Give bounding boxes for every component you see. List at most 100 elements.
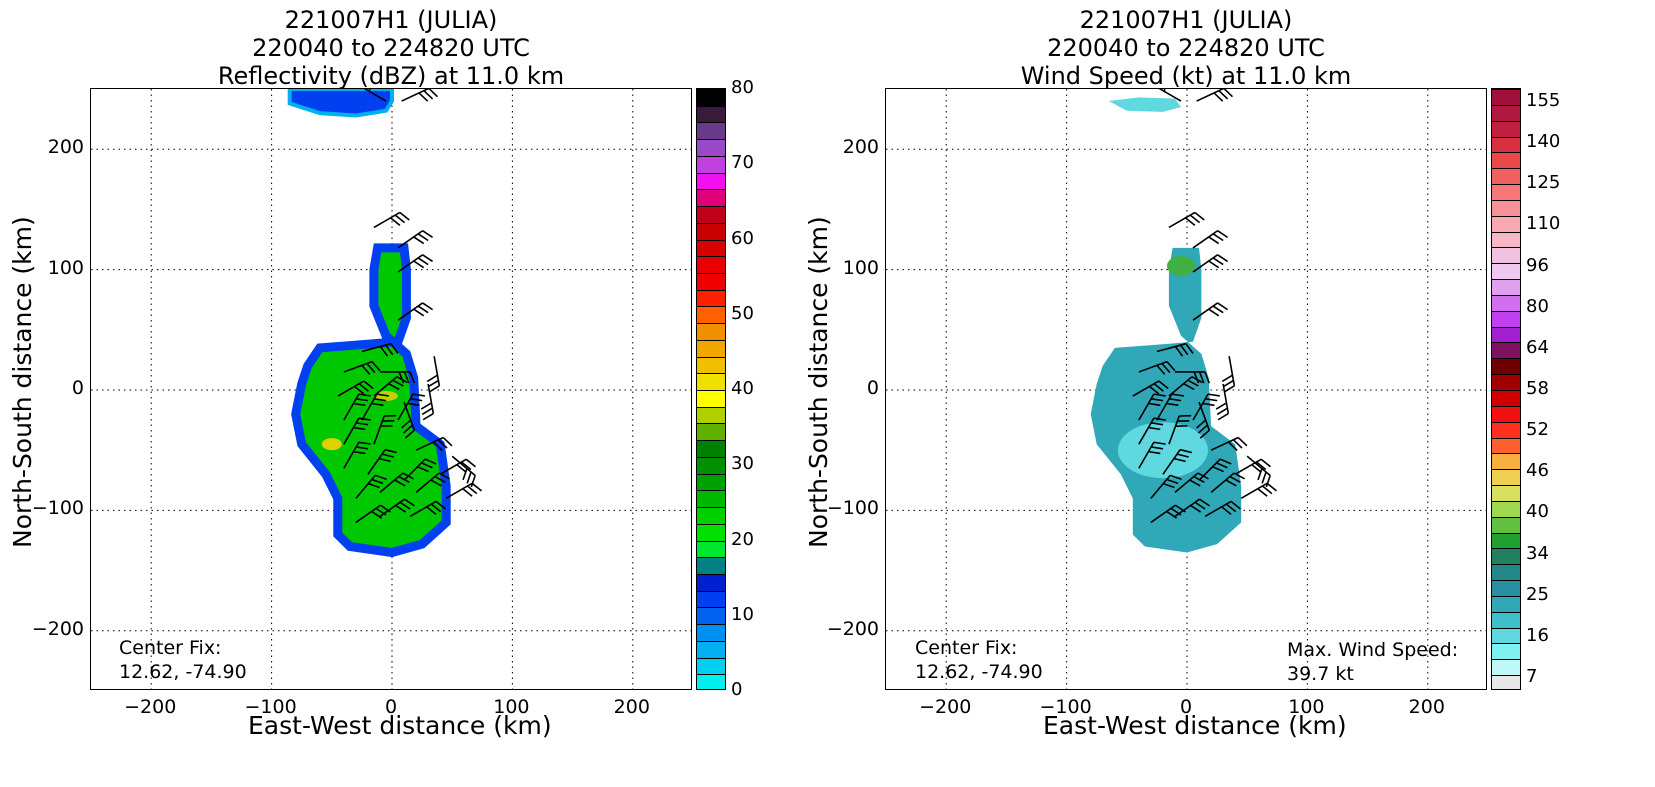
- wind-barb: [373, 376, 408, 397]
- wind-barb: [379, 371, 416, 384]
- colorbar-segment: [1492, 421, 1520, 439]
- colorbar-tick-label: 20: [731, 528, 754, 550]
- colorbar-segment: [697, 523, 725, 542]
- wind-barb: [373, 414, 397, 445]
- y-axis-label: North-South distance (km): [804, 216, 833, 548]
- colorbar-segment: [1492, 310, 1520, 328]
- colorbar-segment: [1492, 279, 1520, 296]
- colorbar-segment: [697, 440, 725, 458]
- wind-region-north: [1108, 97, 1181, 112]
- wind-barb: [409, 500, 446, 518]
- wind-speed-title: 221007H1 (JULIA) 220040 to 224820 UTC Wi…: [885, 6, 1487, 90]
- wind-barb: [1198, 458, 1232, 481]
- x-tick-label: 0: [1179, 696, 1193, 718]
- wind-barb: [1192, 393, 1221, 421]
- wind-barb: [426, 356, 441, 393]
- x-tick-label: 200: [1408, 696, 1445, 718]
- x-tick-label: −200: [124, 696, 177, 718]
- wind-barb: [361, 342, 399, 357]
- colorbar-segment: [1492, 247, 1520, 265]
- colorbar-segment: [1492, 611, 1520, 629]
- colorbar-tick-label: 125: [1526, 172, 1561, 194]
- wind-speed-plot-area: [885, 88, 1487, 690]
- wind-barb: [1138, 441, 1166, 469]
- wind-barb: [1204, 500, 1241, 518]
- colorbar-segment: [697, 540, 725, 559]
- colorbar-segment: [1492, 659, 1520, 677]
- colorbar-segment: [697, 323, 725, 341]
- colorbar-segment: [697, 674, 725, 689]
- wind-barb: [1168, 414, 1192, 445]
- colorbar-segment: [697, 189, 725, 208]
- colorbar-tick-label: 80: [731, 77, 754, 98]
- colorbar-tick-label: 25: [1526, 583, 1549, 605]
- max-wind-value: 39.7 kt: [1287, 663, 1354, 685]
- colorbar-segment: [1492, 453, 1520, 471]
- colorbar-segment: [697, 206, 725, 224]
- colorbar-tick-label: 96: [1526, 254, 1549, 276]
- reflectivity-plot-area: [90, 88, 692, 690]
- colorbar-segment: [1492, 390, 1520, 407]
- colorbar-tick-label: 140: [1526, 131, 1561, 153]
- colorbar-tick-label: 60: [731, 227, 754, 249]
- center-fix-annotation: Center Fix: 12.62, -74.90: [119, 636, 247, 684]
- y-tick-label: −100: [826, 497, 879, 520]
- wind-barb: [445, 482, 483, 500]
- colorbar-segment: [1492, 374, 1520, 391]
- wind-barb: [397, 230, 434, 249]
- colorbar-segment: [1492, 405, 1520, 423]
- wind-barb: [1150, 474, 1182, 499]
- x-tick-label: 200: [613, 696, 650, 718]
- wind-barb: [1192, 254, 1229, 273]
- colorbar-segment: [1492, 152, 1520, 170]
- colorbar-segment: [697, 373, 725, 391]
- colorbar-segment: [697, 356, 725, 375]
- wind-barb: [1221, 356, 1236, 393]
- colorbar-segment: [1492, 215, 1520, 233]
- colorbar-tick-label: 52: [1526, 419, 1549, 441]
- wind-barb: [401, 89, 439, 102]
- wind-barb: [379, 472, 414, 493]
- colorbar-segment: [697, 456, 725, 475]
- title-line-1: 221007H1 (JULIA): [284, 6, 498, 34]
- colorbar-segment: [1492, 675, 1520, 689]
- colorbar-segment: [697, 390, 725, 408]
- wind-region-main: [1090, 247, 1242, 553]
- colorbar-segment: [697, 640, 725, 659]
- wind-barb: [1210, 472, 1245, 493]
- wind-barb: [1240, 482, 1278, 500]
- colorbar-segment: [697, 105, 725, 124]
- title-line-3: Reflectivity (dBZ) at 11.0 km: [217, 62, 565, 90]
- wind-barb: [439, 458, 476, 475]
- y-tick-label: 100: [842, 256, 879, 279]
- wind-barb: [337, 380, 374, 397]
- wind-barb: [1196, 89, 1234, 102]
- wind-barb: [1174, 472, 1209, 493]
- wind-barb: [397, 302, 434, 321]
- wind-barb: [343, 360, 381, 375]
- wind-barb: [1210, 436, 1248, 451]
- plot-svg: [886, 89, 1486, 689]
- colorbar-segment: [697, 657, 725, 676]
- colorbar-segment: [697, 423, 725, 442]
- wind-barb: [1138, 393, 1166, 421]
- colorbar-segment: [697, 306, 725, 325]
- colorbar-segment: [697, 557, 725, 575]
- plot-svg: [91, 89, 691, 689]
- wind-barb: [1156, 342, 1194, 357]
- colorbar-segment: [697, 607, 725, 626]
- center-fix-label: Center Fix:: [119, 637, 222, 659]
- colorbar-segment: [697, 624, 725, 642]
- wind-barb: [1132, 380, 1169, 397]
- colorbar-tick-label: 34: [1526, 542, 1549, 564]
- title-line-1: 221007H1 (JULIA): [1079, 6, 1293, 34]
- wind-barb: [367, 448, 397, 475]
- colorbar-tick-label: 58: [1526, 378, 1549, 399]
- wind-barb: [343, 417, 371, 445]
- y-tick-label: −200: [31, 617, 84, 640]
- wind-barb: [1138, 360, 1176, 375]
- colorbar-segment: [1492, 643, 1520, 661]
- colorbar-tick-label: 0: [731, 679, 743, 700]
- colorbar-tick-label: 10: [731, 603, 754, 625]
- wind-speed-colorbar: [1491, 88, 1521, 690]
